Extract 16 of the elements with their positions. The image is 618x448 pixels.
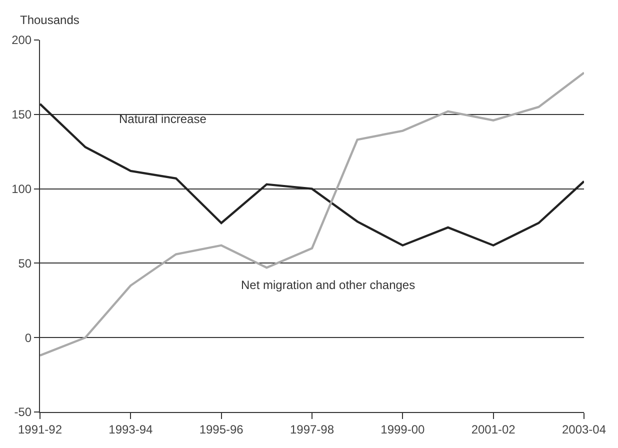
y-tick-label: 50	[18, 256, 32, 270]
x-tick-label: 2001-02	[471, 422, 516, 436]
y-axis-title: Thousands	[20, 13, 80, 27]
y-tick-label: 150	[12, 108, 32, 122]
y-tick-label: -50	[14, 405, 32, 420]
x-tick-label: 1999-00	[380, 422, 426, 436]
y-tick-label: 0	[24, 330, 32, 345]
series-label: Net migration and other changes	[241, 278, 416, 292]
y-tick-label: 200	[12, 33, 32, 48]
x-tick-label: 2003-04	[562, 422, 606, 436]
x-tick-label: 1991-92	[18, 422, 62, 436]
x-tick-label: 1997-98	[290, 422, 334, 436]
x-tick-label: 1995-96	[199, 422, 244, 436]
x-tick-label: 1993-94	[108, 422, 154, 436]
text: Natural increase	[119, 112, 207, 126]
y-tick-label: 100	[12, 182, 32, 196]
